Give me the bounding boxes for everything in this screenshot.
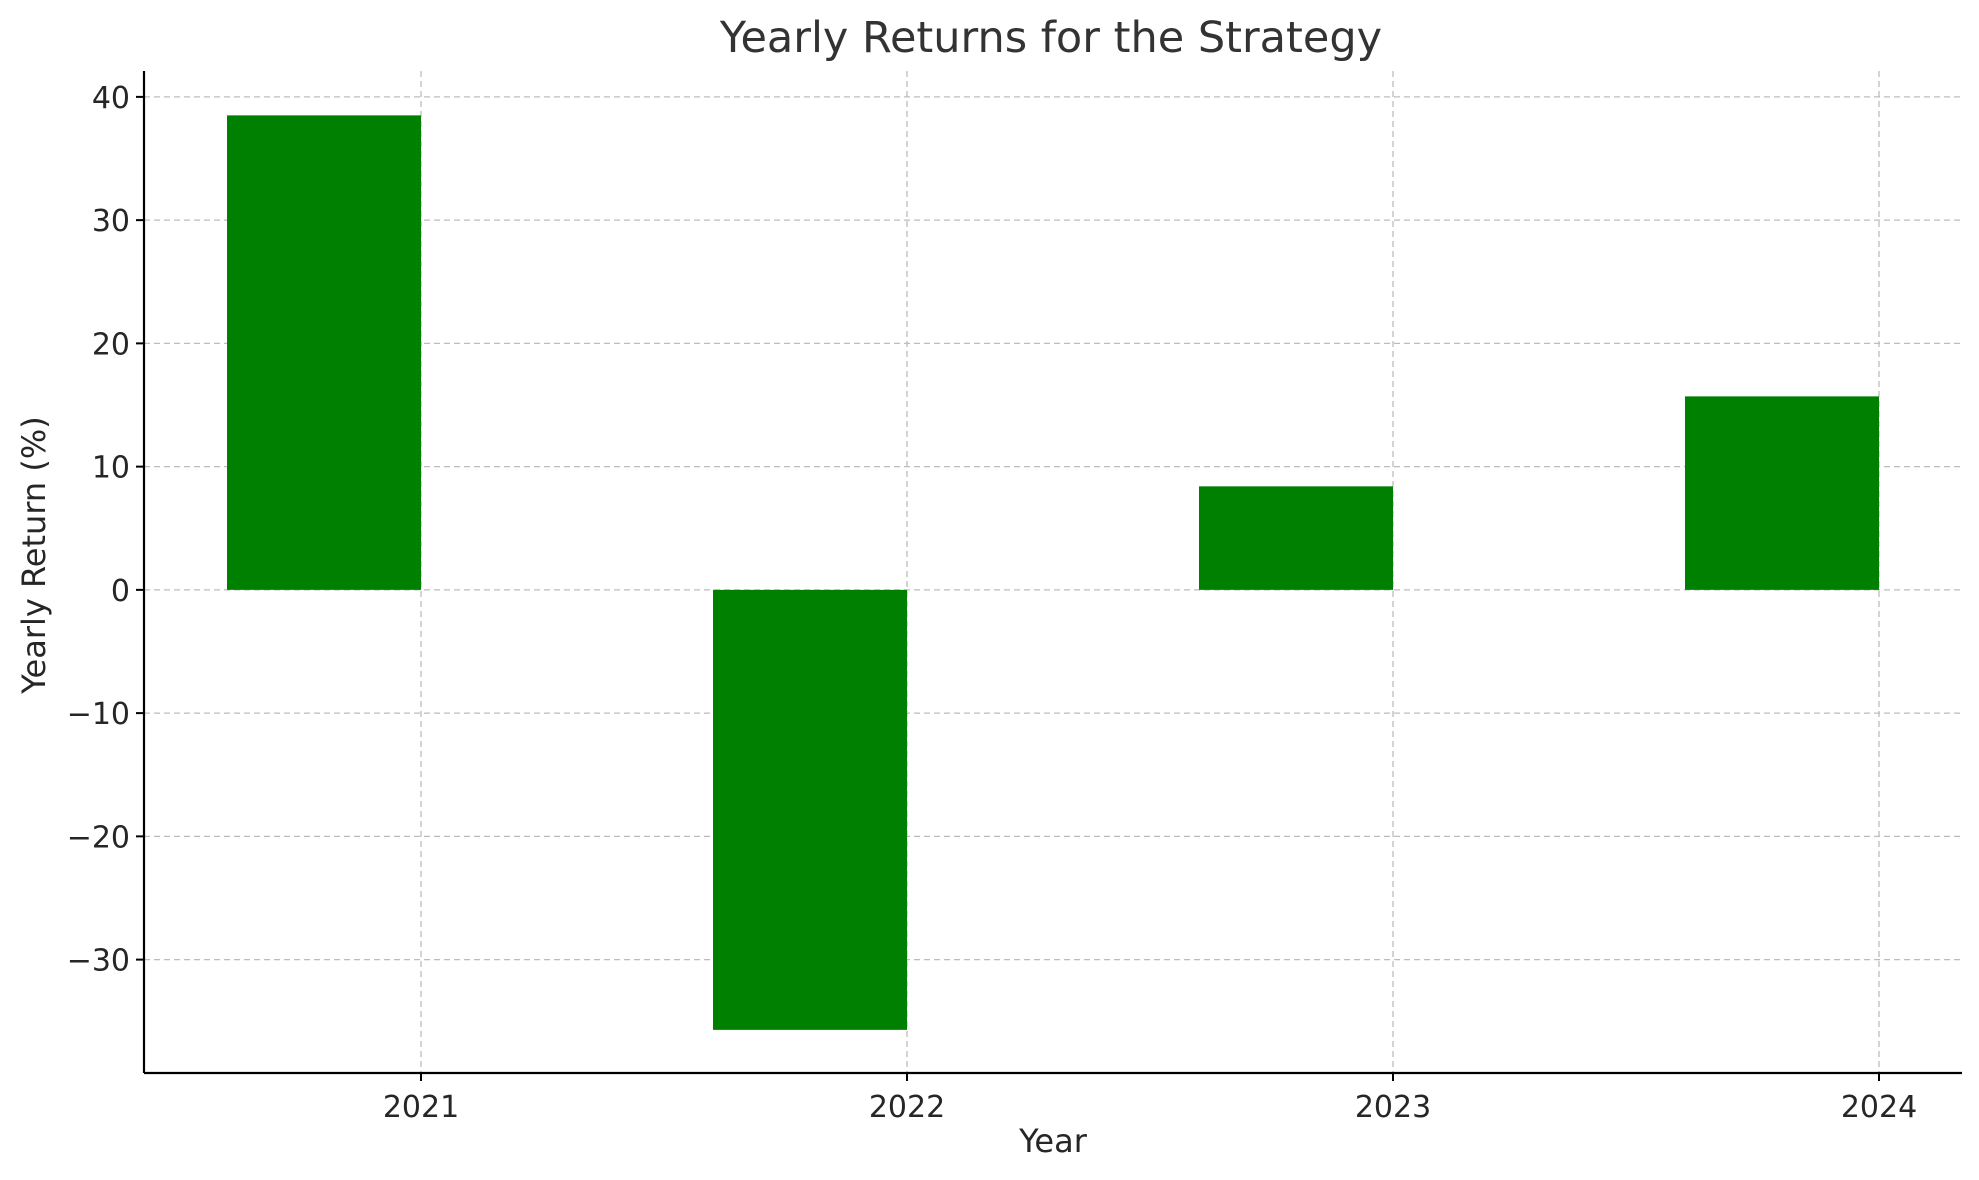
bars xyxy=(227,115,1879,1030)
axes xyxy=(142,71,1962,1075)
y-tick-label: 20 xyxy=(92,327,130,362)
y-tick-label: −10 xyxy=(67,697,130,732)
bar-2021 xyxy=(227,115,421,590)
x-ticks: 2021 2022 2023 2024 xyxy=(383,1073,1917,1125)
y-ticks: −30 −20 −10 0 10 20 30 40 xyxy=(67,81,144,979)
y-tick-label: 40 xyxy=(92,81,130,116)
x-axis-label: Year xyxy=(1018,1122,1088,1160)
y-tick-label: 30 xyxy=(92,204,130,239)
y-axis-label: Yearly Return (%) xyxy=(15,416,53,694)
y-tick-label: −20 xyxy=(67,820,130,855)
chart-title: Yearly Returns for the Strategy xyxy=(719,13,1382,63)
y-tick-label: 10 xyxy=(92,451,130,486)
x-tick-label: 2024 xyxy=(1841,1090,1917,1125)
y-tick-label: 0 xyxy=(111,574,130,609)
x-tick-label: 2021 xyxy=(383,1090,459,1125)
bar-2022 xyxy=(713,589,907,1030)
x-tick-label: 2023 xyxy=(1355,1090,1431,1125)
bar-2023 xyxy=(1199,486,1393,590)
y-tick-label: −30 xyxy=(67,944,130,979)
x-tick-label: 2022 xyxy=(869,1090,945,1125)
bar-2024 xyxy=(1685,396,1879,590)
